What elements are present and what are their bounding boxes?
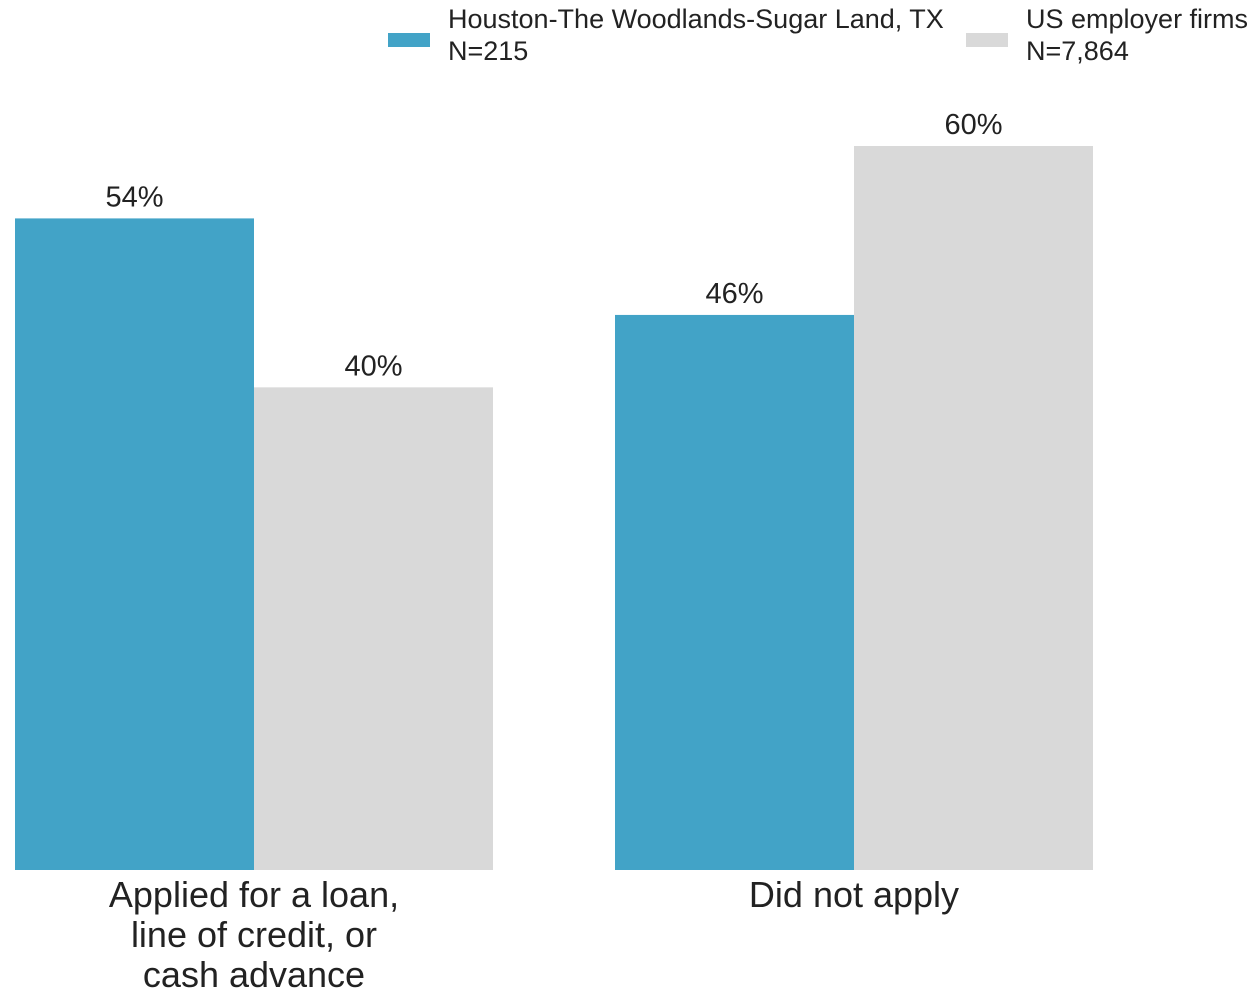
legend-label-us-employer-firms: US employer firms xyxy=(1026,4,1248,34)
bar-us-employer-firms-did-not-apply xyxy=(854,146,1093,870)
legend-item-us: US employer firms N=7,864 xyxy=(966,4,1248,66)
legend-swatch-houston xyxy=(388,33,430,47)
plot-area: 54% 40% Applied for a loan, line of credit,… xyxy=(15,109,1093,992)
legend-sample-houston: N=215 xyxy=(448,36,528,66)
legend-swatch-us-employer-firms xyxy=(966,33,1008,47)
legend-sample-us-employer-firms: N=7,864 xyxy=(1026,36,1129,66)
legend-item-houston: Houston-The Woodlands-Sugar Land, TX N=2… xyxy=(388,4,944,66)
legend-label-houston: Houston-The Woodlands-Sugar Land, TX xyxy=(448,4,944,34)
x-tick-label-line: line of credit, or xyxy=(131,914,377,955)
x-tick-label-line: Applied for a loan, xyxy=(109,874,399,915)
data-label-us-employer-firms-did-not-apply: 60% xyxy=(944,109,1002,141)
data-label-us-employer-firms-applied: 40% xyxy=(344,350,402,382)
x-tick-label-line: Did not apply xyxy=(749,874,959,915)
bar-houston-applied xyxy=(15,218,254,870)
data-label-houston-did-not-apply: 46% xyxy=(705,278,763,310)
bar-group-applied: 54% 40% xyxy=(15,181,493,870)
x-tick-label-applied: Applied for a loan, line of credit, or cas… xyxy=(109,874,399,992)
bar-us-employer-firms-applied xyxy=(254,387,493,870)
legend: Houston-The Woodlands-Sugar Land, TX N=2… xyxy=(388,4,1248,66)
x-tick-label-line: cash advance xyxy=(143,954,365,992)
data-label-houston-applied: 54% xyxy=(105,181,163,213)
bar-group-did-not-apply: 46% 60% xyxy=(615,109,1093,870)
x-tick-label-did-not-apply: Did not apply xyxy=(749,874,959,915)
bar-houston-did-not-apply xyxy=(615,314,854,870)
